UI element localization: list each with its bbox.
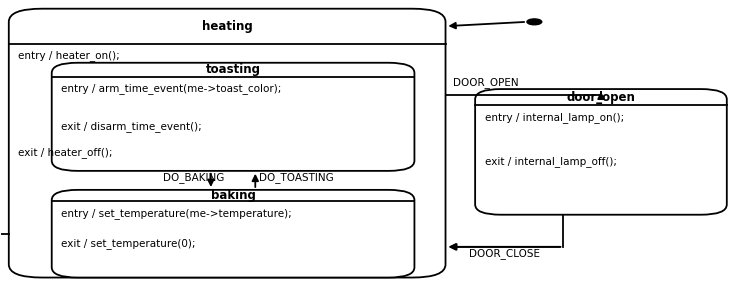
Text: baking: baking	[211, 189, 256, 202]
Text: exit / internal_lamp_off();: exit / internal_lamp_off();	[484, 156, 617, 167]
Text: entry / heater_on();: entry / heater_on();	[19, 50, 120, 61]
FancyBboxPatch shape	[9, 9, 446, 278]
Text: exit / set_temperature(0);: exit / set_temperature(0);	[62, 238, 196, 248]
Text: door_open: door_open	[566, 91, 635, 104]
Circle shape	[527, 19, 542, 25]
Text: toasting: toasting	[206, 63, 261, 76]
Text: DO_TOASTING: DO_TOASTING	[259, 172, 334, 183]
Text: entry / set_temperature(me->temperature);: entry / set_temperature(me->temperature)…	[62, 208, 292, 219]
Text: exit / heater_off();: exit / heater_off();	[19, 147, 113, 158]
Text: DOOR_OPEN: DOOR_OPEN	[453, 77, 519, 88]
Text: exit / disarm_time_event();: exit / disarm_time_event();	[62, 121, 202, 132]
Text: entry / arm_time_event(me->toast_color);: entry / arm_time_event(me->toast_color);	[62, 83, 282, 94]
FancyBboxPatch shape	[475, 89, 727, 215]
Text: DO_BAKING: DO_BAKING	[163, 172, 224, 183]
Text: heating: heating	[202, 20, 253, 33]
Text: DOOR_CLOSE: DOOR_CLOSE	[469, 248, 540, 259]
Text: entry / internal_lamp_on();: entry / internal_lamp_on();	[484, 112, 624, 123]
FancyBboxPatch shape	[52, 63, 415, 171]
FancyBboxPatch shape	[52, 190, 415, 278]
